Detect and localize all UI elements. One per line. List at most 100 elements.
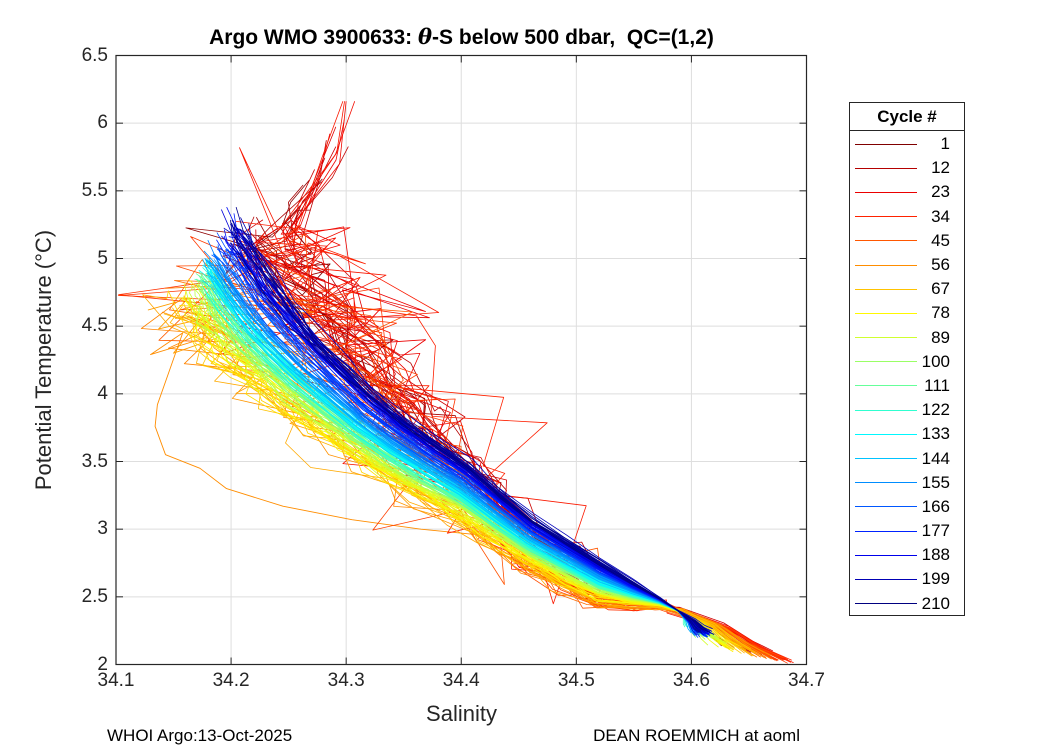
plot-title: Argo WMO 3900633: θ-S below 500 dbar, QC…: [116, 24, 807, 50]
y-tick-label: 2.5: [81, 585, 108, 607]
x-tick-label: 34.3: [327, 670, 365, 691]
legend-line-swatch: [855, 385, 917, 387]
legend-cycle-number: 210: [921, 593, 950, 613]
legend-line-swatch: [855, 167, 917, 169]
legend-line-swatch: [855, 288, 917, 290]
profile-line: [232, 254, 707, 638]
legend-entry: 177: [850, 519, 964, 543]
title-prefix: Argo WMO 3900633:: [209, 26, 419, 49]
legend-entry: 166: [850, 495, 964, 519]
legend-cycle-number: 1: [940, 134, 950, 154]
axes: [115, 54, 808, 666]
legend-title: Cycle #: [850, 103, 964, 131]
legend-cycle-number: 56: [931, 255, 950, 275]
legend-line-swatch: [855, 578, 917, 580]
y-tick-label: 3: [97, 518, 108, 540]
profile-line: [230, 248, 709, 635]
legend-cycle-number: 67: [931, 279, 950, 299]
legend-cycle-number: 45: [931, 230, 950, 250]
legend-cycle-number: 12: [931, 158, 950, 178]
profile-line: [282, 296, 779, 661]
profile-line: [222, 257, 792, 663]
legend-entry: 12: [850, 156, 964, 180]
profile-line: [248, 223, 711, 632]
profile-line: [240, 229, 710, 634]
legend-cycle-number: 166: [921, 496, 950, 516]
y-tick-label: 5.5: [81, 179, 108, 201]
legend-entry: 155: [850, 471, 964, 495]
profile-line: [233, 213, 709, 634]
profile-line: [253, 146, 773, 652]
profile-line: [230, 232, 710, 635]
footer-source-text: WHOI Argo:13-Oct-2025: [107, 726, 293, 745]
profile-line: [244, 239, 704, 631]
legend-entry: 45: [850, 229, 964, 253]
profile-line: [211, 277, 702, 632]
legend-line-swatch: [855, 409, 917, 411]
legend-cycle-number: 78: [931, 303, 950, 323]
legend-line-swatch: [855, 312, 917, 314]
legend-entry: 1: [850, 132, 964, 156]
legend-entry: 23: [850, 180, 964, 204]
legend-entry: 188: [850, 543, 964, 567]
legend-entry: 144: [850, 446, 964, 470]
legend-cycle-number: 122: [921, 400, 950, 420]
profile-line: [237, 252, 709, 633]
legend-line-swatch: [855, 143, 917, 145]
legend-entry: 199: [850, 567, 964, 591]
legend-line-swatch: [855, 191, 917, 193]
x-tick-label: 34.2: [212, 670, 250, 691]
profile-line: [150, 332, 491, 537]
title-suffix: -S below 500 dbar, QC=(1,2): [432, 26, 714, 49]
legend-cycle-number: 133: [921, 424, 950, 444]
legend-cycle-number: 188: [921, 545, 950, 565]
x-tick-label: 34.1: [97, 670, 135, 691]
legend-cycle-number: 155: [921, 472, 950, 492]
legend-line-swatch: [855, 264, 917, 266]
legend-entry: 89: [850, 326, 964, 350]
legend-line-swatch: [855, 530, 917, 532]
title-theta-symbol: θ: [418, 24, 433, 49]
profile-line: [179, 262, 772, 658]
y-tick-label: 4: [97, 382, 108, 404]
legend-entry: 34: [850, 205, 964, 229]
legend-entry: 111: [850, 374, 964, 398]
legend-cycle-number: 144: [921, 448, 950, 468]
legend-entry: 210: [850, 592, 964, 616]
grid-lines: [116, 55, 807, 665]
x-tick-label: 34.5: [557, 670, 595, 691]
legend-entry: 78: [850, 301, 964, 325]
legend-line-swatch: [855, 240, 917, 242]
profile-line: [231, 223, 705, 636]
cycle-lines: [117, 101, 794, 664]
legend-line-swatch: [855, 337, 917, 339]
legend-entry: 122: [850, 398, 964, 422]
legend-entry: 67: [850, 277, 964, 301]
legend-line-swatch: [855, 216, 917, 218]
legend-cycle-number: 177: [921, 521, 950, 541]
profile-line: [223, 235, 708, 634]
profile-line: [168, 259, 761, 658]
legend-cycle-number: 100: [921, 351, 950, 371]
legend-entry: 56: [850, 253, 964, 277]
legend-box: Cycle # 1 12 23 34 45 56 67 78 89 100 111 122 133 144…: [849, 102, 965, 616]
x-tick-label: 34.6: [672, 670, 710, 691]
legend-cycle-number: 111: [924, 375, 950, 395]
y-tick-label: 6.5: [81, 44, 108, 66]
y-tick-label: 6: [97, 112, 108, 134]
legend-line-swatch: [855, 554, 917, 556]
legend-entry: 133: [850, 422, 964, 446]
legend-cycle-number: 199: [921, 569, 950, 589]
footer-credit-text: DEAN ROEMMICH at aoml: [593, 726, 800, 745]
legend-cycle-number: 89: [931, 327, 950, 347]
y-tick-label: 2: [97, 653, 108, 675]
legend-line-swatch: [855, 482, 917, 484]
legend-line-swatch: [855, 458, 917, 460]
profile-line: [228, 236, 709, 635]
legend-cycle-number: 34: [931, 206, 950, 226]
x-tick-label: 34.4: [442, 670, 480, 691]
legend-cycle-number: 23: [931, 182, 950, 202]
y-tick-label: 4.5: [81, 315, 108, 337]
x-axis-label: Salinity: [426, 701, 497, 726]
